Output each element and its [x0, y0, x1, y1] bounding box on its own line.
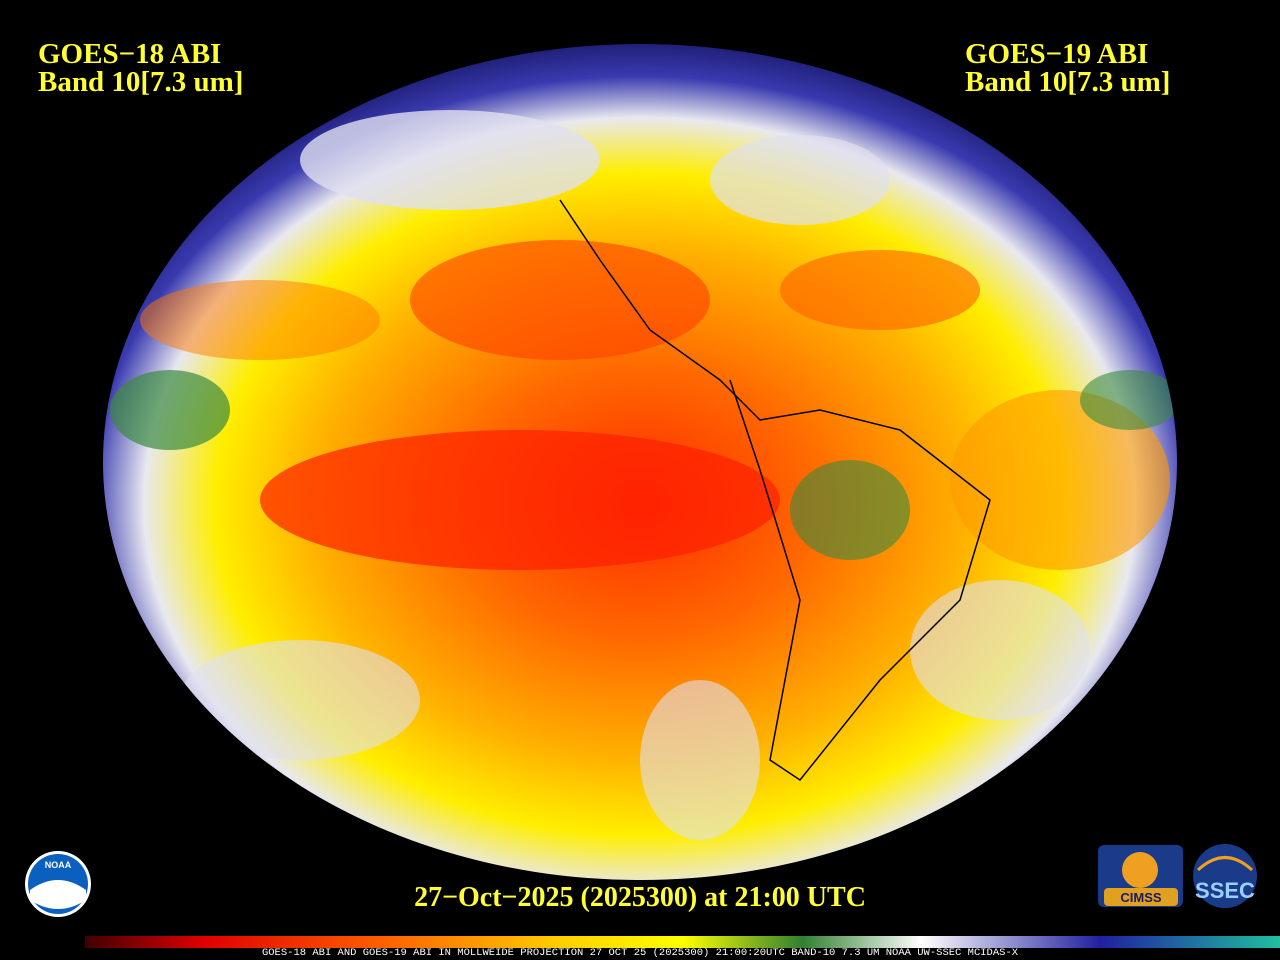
left-satellite: GOES−18 ABI [38, 38, 221, 70]
cimss-logo: CIMSS [1098, 845, 1183, 907]
noaa-text: NOAA [45, 860, 72, 870]
timestamp: 27−Oct−2025 (2025300) at 21:00 UTC [414, 882, 866, 913]
noaa-logo: NOAA [25, 851, 91, 917]
right-satellite: GOES−19 ABI [965, 38, 1148, 70]
cloud-features [110, 110, 1177, 840]
footer: GOES-18 ABI AND GOES-19 ABI IN MOLLWEIDE… [262, 947, 1019, 959]
right-band: Band 10[7.3 um] [965, 66, 1170, 98]
color-bar [85, 936, 1280, 948]
ssec-logo: SSEC [1193, 844, 1257, 908]
cimss-text: CIMSS [1120, 890, 1162, 905]
left-band: Band 10[7.3 um] [38, 66, 243, 98]
ssec-text: SSEC [1195, 878, 1255, 903]
